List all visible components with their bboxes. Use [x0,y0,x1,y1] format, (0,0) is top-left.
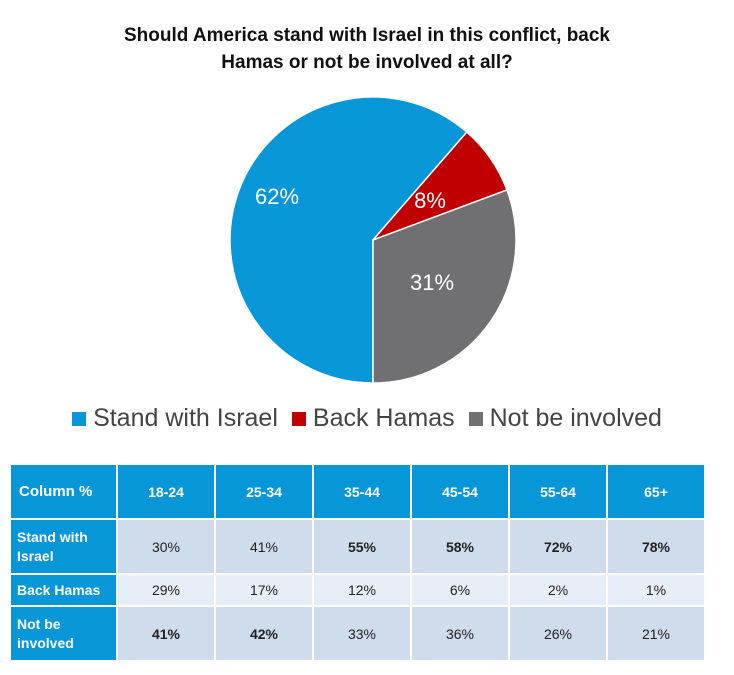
table-cell: 55% [314,520,410,573]
chart-legend: Stand with Israel Back Hamas Not be involv… [0,404,734,433]
table-cell: 72% [510,520,606,573]
table-cell: 42% [216,607,312,660]
column-header-55-64: 55-64 [510,465,606,518]
legend-swatch [72,411,87,426]
table-cell: 30% [118,520,214,573]
table-row: Back Hamas 29% 17% 12% 6% 2% 1% [11,575,704,605]
table-cell: 58% [412,520,508,573]
table-cell: 29% [118,575,214,605]
chart-title-line-1: Should America stand with Israel in this… [123,25,610,46]
legend-item-not-be-involved: Not be involved [468,404,662,433]
table-cell: 36% [412,607,508,660]
legend-item-back-hamas: Back Hamas [291,404,455,433]
column-header-18-24: 18-24 [118,465,214,518]
chart-title-line-2: Hamas or not be involved at all? [221,52,513,73]
table-cell: 6% [412,575,508,605]
column-header-25-34: 25-34 [216,465,312,518]
pie-slice-not-be-involved [372,188,517,384]
table-header-row: Column % 18-24 25-34 35-44 45-54 55-64 65+ [11,465,704,518]
pie-chart: 62% 8% 31% [229,96,517,384]
pie-label-not-be-involved: 31% [410,270,454,295]
table-cell: 12% [314,575,410,605]
table-cell: 41% [118,607,214,660]
table-cell: 33% [314,607,410,660]
legend-label: Not be involved [489,404,662,432]
pie-label-stand-with-israel: 62% [255,184,299,209]
table-row: Not be involved 41% 42% 33% 36% 26% 21% [11,607,704,660]
pie-slice-stand-with-israel [229,96,468,384]
row-header: Stand with Israel [11,520,116,573]
legend-label: Stand with Israel [93,404,278,432]
chart-title: Should America stand with Israel in this… [0,22,734,76]
table-cell: 2% [510,575,606,605]
table-cell: 78% [608,520,704,573]
legend-swatch [291,411,306,426]
legend-swatch [468,411,483,426]
age-breakdown-table: Column % 18-24 25-34 35-44 45-54 55-64 65+ Sta… [9,463,706,662]
pie-label-back-hamas: 8% [414,188,446,213]
column-header-65+: 65+ [608,465,704,518]
table-cell: 26% [510,607,606,660]
column-header-35-44: 35-44 [314,465,410,518]
row-header: Back Hamas [11,575,116,605]
table-row: Stand with Israel 30% 41% 55% 58% 72% 78% [11,520,704,573]
table-corner-header: Column % [11,465,116,518]
table-cell: 17% [216,575,312,605]
legend-item-stand-with-israel: Stand with Israel [72,404,278,433]
table-cell: 1% [608,575,704,605]
legend-label: Back Hamas [312,404,455,432]
column-header-45-54: 45-54 [412,465,508,518]
row-header: Not be involved [11,607,116,660]
table-cell: 41% [216,520,312,573]
table-cell: 21% [608,607,704,660]
